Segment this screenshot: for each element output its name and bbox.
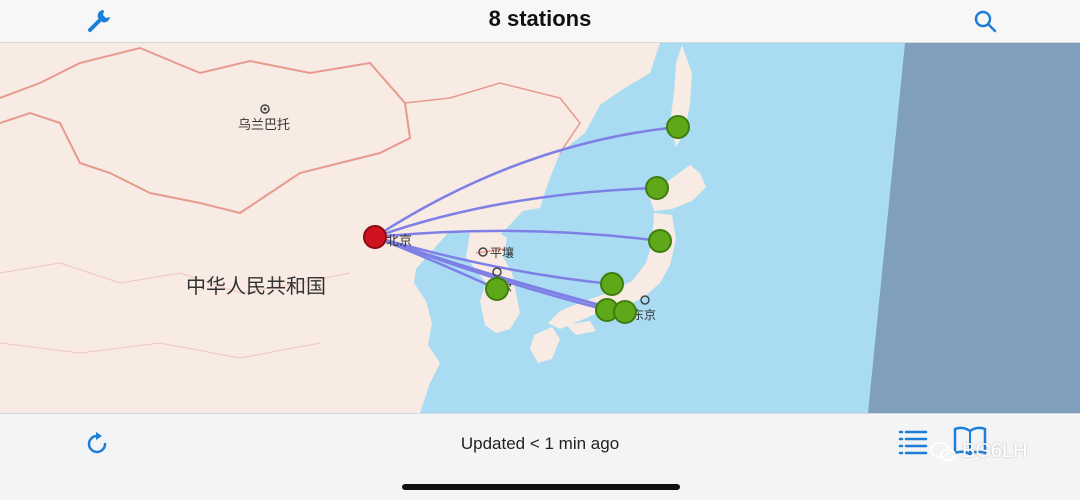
top-navigation-bar: 8 stations xyxy=(0,0,1080,43)
update-status: Updated < 1 min ago xyxy=(460,434,620,453)
station-markers[interactable] xyxy=(485,115,690,324)
list-icon[interactable] xyxy=(896,426,930,458)
bottom-toolbar: Updated < 1 min ago BG6LH xyxy=(0,413,1080,500)
map-label-china: 中华人民共和国 xyxy=(186,274,326,298)
home-station-marker[interactable] xyxy=(363,225,387,249)
watermark-text: BG6LH xyxy=(962,440,1028,462)
watermark: BG6LH xyxy=(930,440,1028,463)
map-label-tokyo: 东京 xyxy=(632,308,656,322)
station-marker[interactable] xyxy=(648,229,672,253)
map-view[interactable]: 乌兰巴托 中华人民共和国 北京 平壤 首尔 东京 xyxy=(0,43,1080,413)
map-label-beijing: 北京 xyxy=(386,234,412,249)
station-marker[interactable] xyxy=(666,115,690,139)
wrench-icon[interactable] xyxy=(84,6,114,36)
home-indicator xyxy=(402,484,680,490)
station-marker[interactable] xyxy=(645,176,669,200)
station-marker[interactable] xyxy=(485,277,509,301)
refresh-icon[interactable] xyxy=(82,429,112,459)
page-title: 8 stations xyxy=(488,6,592,31)
station-marker[interactable] xyxy=(600,272,624,296)
book-icon[interactable] xyxy=(950,424,990,458)
map-label-ulaanbaatar: 乌兰巴托 xyxy=(238,117,290,133)
station-marker[interactable] xyxy=(613,300,637,324)
chat-bubble-icon xyxy=(930,441,956,461)
map-label-pyongyang: 平壤 xyxy=(490,245,514,260)
search-icon[interactable] xyxy=(970,6,1000,36)
